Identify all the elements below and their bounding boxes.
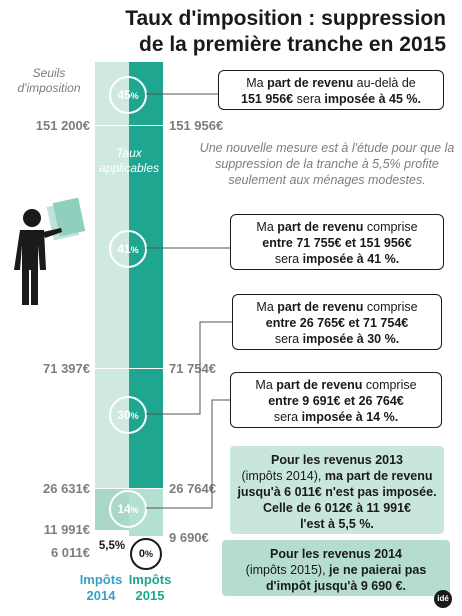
person-icon (14, 197, 86, 305)
footer-2014: Impôts 2014 (79, 572, 123, 603)
rate-2014-55: 5,5% (98, 540, 126, 552)
threshold-line-71k (95, 368, 163, 369)
column-2014-zero-zone (95, 530, 129, 568)
connector-14 (146, 399, 230, 509)
title-line-2: de la première tranche en 2015 (139, 33, 446, 56)
rate-badge-30: 30% (109, 396, 147, 434)
footer-2015: Impôts 2015 (128, 572, 172, 603)
threshold-2014-151200: 151 200€ (35, 118, 90, 133)
threshold-2015-151956: 151 956€ (169, 118, 224, 133)
column-2015 (129, 62, 163, 568)
logo: idé (434, 590, 452, 608)
connector-30 (146, 321, 232, 415)
threshold-2015-71754: 71 754€ (169, 361, 216, 376)
seuils-label: Seuils d'imposition (17, 66, 81, 95)
threshold-2014-6011: 6 011€ (50, 545, 90, 560)
rate-badge-45: 45% (109, 76, 147, 114)
threshold-2015-9690: 9 690€ (169, 530, 209, 545)
threshold-line-151k (95, 125, 163, 126)
threshold-2014-71397: 71 397€ (43, 361, 90, 376)
info-box-14: Ma part de revenu comprise entre 9 691€ … (230, 372, 442, 428)
column-2014 (95, 62, 129, 568)
threshold-2014-26631: 26 631€ (43, 481, 90, 496)
threshold-line-26k (95, 488, 163, 489)
info-box-45: Ma part de revenu au-delà de 151 956€ se… (218, 70, 444, 110)
threshold-2015-26764: 26 764€ (169, 481, 216, 496)
info-box-2013: Pour les revenus 2013 (impôts 2014), ma … (230, 446, 444, 534)
rate-badge-0: 0% (130, 538, 162, 570)
info-box-2014: Pour les revenus 2014 (impôts 2015), je … (222, 540, 450, 596)
note-text: Une nouvelle mesure est à l'étude pour q… (199, 141, 455, 187)
rate-badge-14: 14% (109, 490, 147, 528)
threshold-2014-11991: 11 991€ (43, 522, 90, 537)
title-line-1: Taux d'imposition : suppression (125, 7, 446, 30)
taux-label: Taux applicables (98, 146, 160, 175)
rate-badge-41: 41% (109, 230, 147, 268)
page-title: Taux d'imposition : suppression de la pr… (0, 6, 446, 58)
info-box-30: Ma part de revenu comprise entre 26 765€… (232, 294, 442, 350)
info-box-41: Ma part de revenu comprise entre 71 755€… (230, 214, 444, 270)
